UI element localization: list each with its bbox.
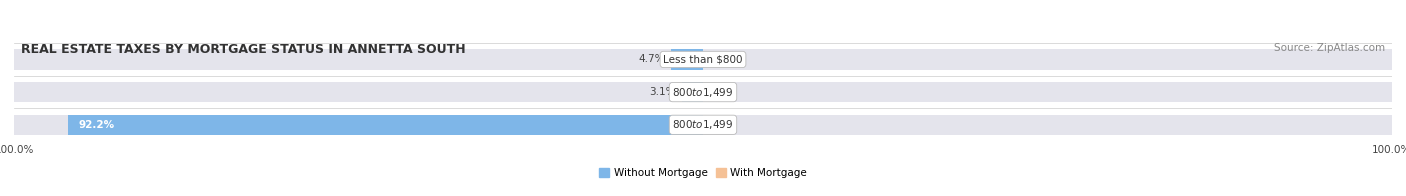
Bar <box>14 115 1392 135</box>
Text: $800 to $1,499: $800 to $1,499 <box>672 118 734 131</box>
Text: Source: ZipAtlas.com: Source: ZipAtlas.com <box>1274 43 1385 53</box>
Text: $800 to $1,499: $800 to $1,499 <box>672 86 734 99</box>
Text: Less than $800: Less than $800 <box>664 54 742 64</box>
Legend: Without Mortgage, With Mortgage: Without Mortgage, With Mortgage <box>595 164 811 182</box>
Text: 92.2%: 92.2% <box>79 120 114 130</box>
Text: 0.0%: 0.0% <box>710 54 737 64</box>
Text: 0.0%: 0.0% <box>710 87 737 97</box>
Bar <box>14 49 1392 70</box>
Text: REAL ESTATE TAXES BY MORTGAGE STATUS IN ANNETTA SOUTH: REAL ESTATE TAXES BY MORTGAGE STATUS IN … <box>21 43 465 56</box>
Bar <box>14 82 1392 102</box>
Bar <box>671 49 703 70</box>
Bar <box>682 82 703 102</box>
Text: 4.7%: 4.7% <box>638 54 665 64</box>
Text: 0.0%: 0.0% <box>710 120 737 130</box>
Text: 3.1%: 3.1% <box>650 87 676 97</box>
Bar <box>67 115 703 135</box>
